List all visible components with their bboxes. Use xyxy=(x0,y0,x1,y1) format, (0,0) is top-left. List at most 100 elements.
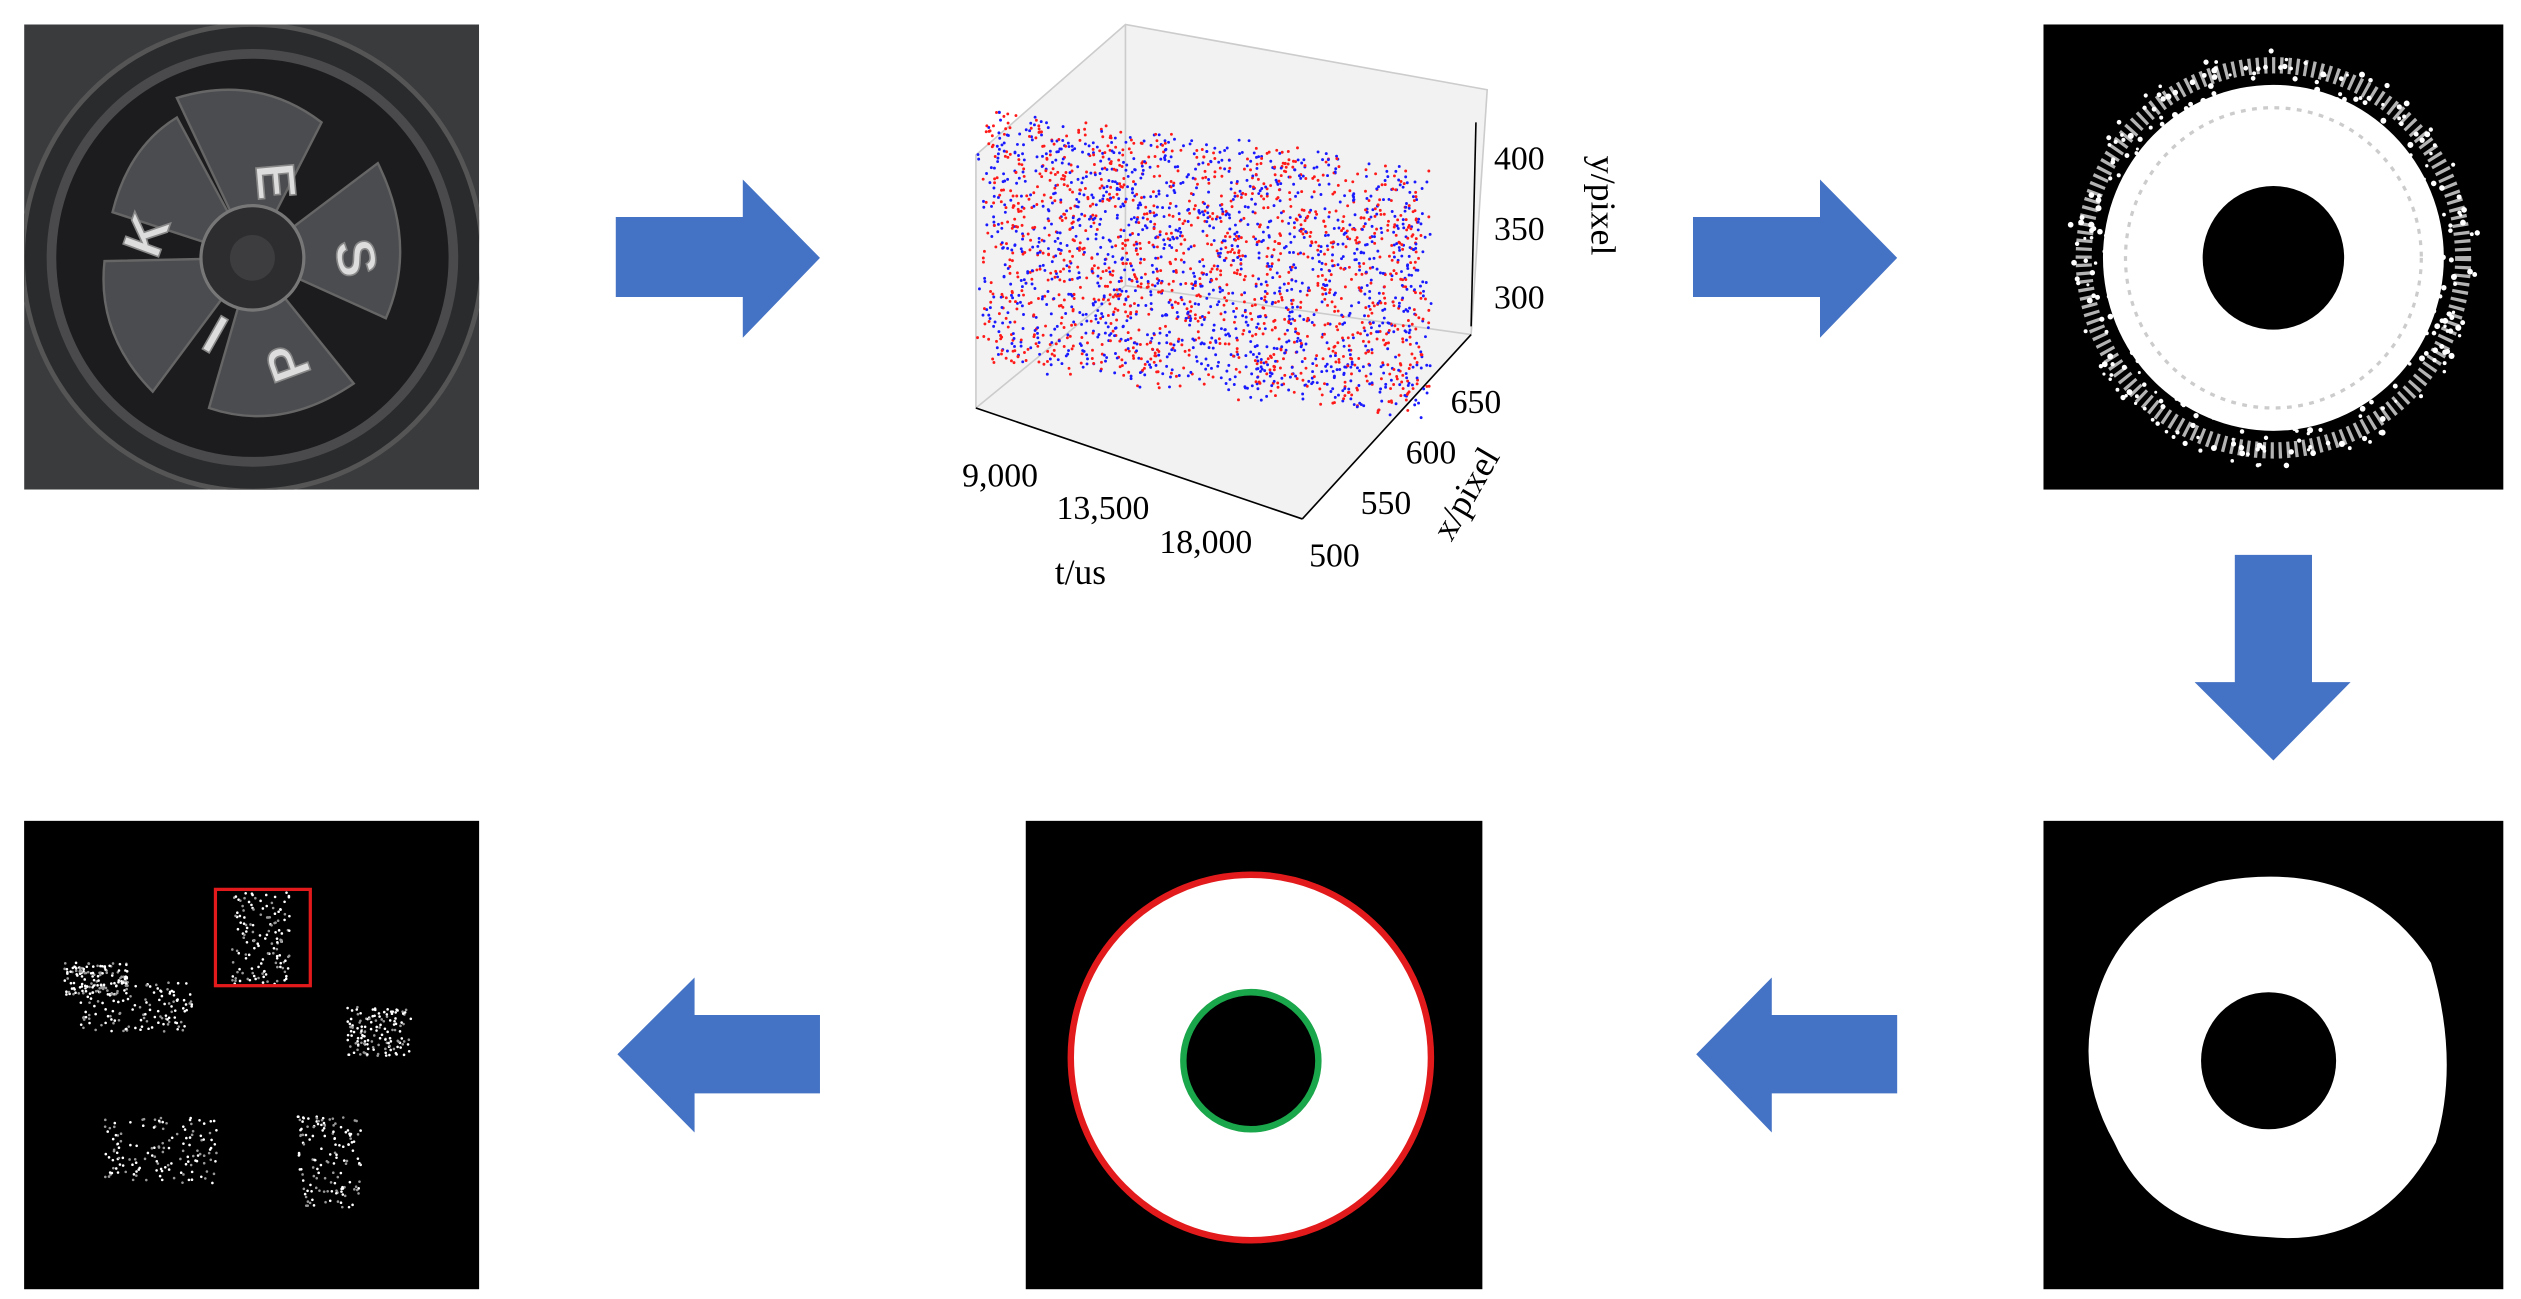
dot xyxy=(65,967,69,971)
dot xyxy=(1260,367,1264,371)
dot xyxy=(1279,211,1283,215)
dot xyxy=(1126,331,1130,335)
dot xyxy=(2369,399,2374,405)
dot xyxy=(1212,226,1215,230)
dot xyxy=(2109,286,2115,292)
dot xyxy=(1209,270,1213,274)
dot xyxy=(1210,366,1213,370)
dot xyxy=(1032,191,1036,195)
dot xyxy=(1079,344,1083,347)
dot xyxy=(1094,237,1098,241)
dot xyxy=(1071,254,1074,258)
dot xyxy=(1259,369,1262,373)
dot xyxy=(1062,177,1066,181)
dot xyxy=(1089,171,1093,175)
dot xyxy=(1264,360,1268,364)
dot xyxy=(1413,403,1417,407)
dot xyxy=(1003,179,1007,183)
dot xyxy=(106,993,110,996)
dot xyxy=(1244,354,1248,358)
dot xyxy=(1183,349,1187,353)
dot xyxy=(1320,393,1324,397)
dot xyxy=(99,983,103,987)
dot xyxy=(1011,251,1015,255)
dot xyxy=(2078,219,2085,226)
dot xyxy=(2238,444,2245,451)
dot xyxy=(1139,357,1143,361)
dot xyxy=(1401,387,1405,391)
dot xyxy=(1142,212,1146,216)
dot xyxy=(1333,344,1337,348)
dot xyxy=(1233,232,1237,236)
dot xyxy=(1407,381,1411,385)
dot xyxy=(2431,308,2437,314)
dot xyxy=(243,933,246,937)
dot xyxy=(135,1144,138,1148)
dot xyxy=(370,1040,374,1043)
dot xyxy=(1106,144,1110,148)
dot xyxy=(1409,227,1413,231)
dot xyxy=(1296,252,1300,256)
dot xyxy=(63,962,67,965)
dot xyxy=(1404,218,1408,222)
dot xyxy=(1421,280,1425,284)
dot xyxy=(125,991,128,995)
dot xyxy=(1234,238,1238,242)
dot xyxy=(1300,281,1304,285)
dot xyxy=(1036,251,1040,255)
dot xyxy=(1031,245,1035,249)
dot xyxy=(1280,150,1284,154)
dot xyxy=(1357,357,1361,360)
dot xyxy=(1239,267,1243,271)
dot xyxy=(1273,291,1277,295)
dot xyxy=(128,1158,131,1161)
dot xyxy=(1163,141,1167,145)
dot xyxy=(1051,160,1054,164)
dot xyxy=(1105,356,1109,360)
dot xyxy=(117,1000,120,1004)
dot xyxy=(116,989,119,993)
dot xyxy=(1011,224,1015,227)
dot xyxy=(159,1015,162,1018)
dot xyxy=(77,992,81,995)
dot xyxy=(1323,382,1326,386)
dot xyxy=(1090,256,1094,260)
dot xyxy=(2110,362,2115,367)
dot xyxy=(333,1151,337,1155)
dot xyxy=(1325,362,1329,366)
dot xyxy=(2142,382,2147,387)
dot xyxy=(1364,208,1367,212)
dot xyxy=(1336,263,1340,267)
dot xyxy=(1392,225,1396,229)
dot xyxy=(1016,355,1020,359)
dot xyxy=(1101,199,1105,203)
dot xyxy=(1165,333,1169,337)
dot xyxy=(170,1005,173,1008)
dot xyxy=(1384,341,1388,345)
dot xyxy=(1045,372,1049,376)
dot xyxy=(1064,312,1068,315)
dot xyxy=(1078,224,1082,227)
dot xyxy=(2467,268,2473,275)
dot xyxy=(158,998,161,1002)
dot xyxy=(1423,235,1427,239)
dot xyxy=(105,971,109,975)
dot xyxy=(1260,187,1264,190)
dot xyxy=(250,903,253,907)
dot xyxy=(1101,151,1105,155)
dot xyxy=(150,1146,154,1150)
dot xyxy=(359,1129,362,1132)
dot xyxy=(1115,288,1119,292)
dot xyxy=(1321,357,1325,361)
dot xyxy=(1117,197,1121,201)
dot xyxy=(211,1181,214,1185)
dot xyxy=(252,939,256,943)
dot xyxy=(2204,407,2209,412)
dot xyxy=(1135,349,1138,353)
dot xyxy=(2307,427,2314,434)
dot xyxy=(1294,327,1297,331)
dot xyxy=(1047,253,1051,257)
dot xyxy=(1311,176,1315,180)
dot xyxy=(351,1149,355,1152)
dot xyxy=(1085,170,1088,174)
